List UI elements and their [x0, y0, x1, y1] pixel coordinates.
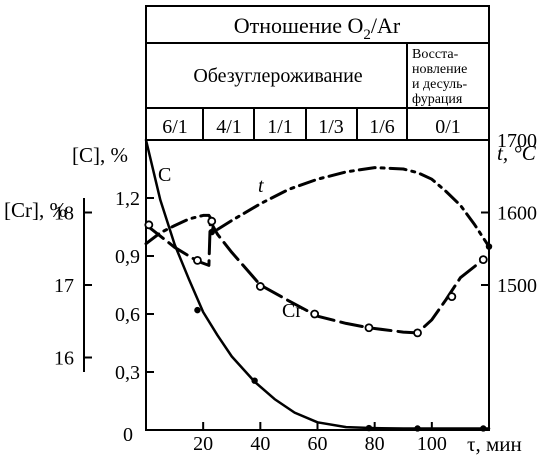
ratio-1-3: 1/3	[318, 116, 344, 138]
ratio-0-1: 0/1	[435, 116, 461, 138]
cr-tick-label: 16	[54, 348, 74, 370]
marker-t	[485, 243, 493, 250]
x-tick-label: 60	[308, 433, 328, 455]
marker-c	[365, 424, 373, 432]
markers-layer	[144, 216, 493, 432]
t-axis-label: t, °C	[497, 141, 537, 165]
series-label-t: t	[258, 175, 264, 197]
x-tick-label: 20	[193, 433, 213, 455]
ticks: 20 40 60 80 100 0,3 0,6 0,9 1,2 16 17 18 1500 1600 170…	[54, 130, 537, 455]
marker-cr	[413, 328, 422, 338]
marker-cr	[447, 292, 457, 302]
ratio-6-1: 6/1	[162, 116, 188, 138]
header-title: Отношение O2/Ar	[234, 13, 401, 43]
t-axis-label-text: t, °C	[497, 141, 537, 165]
marker-cr	[144, 220, 154, 230]
x-tick-label: 40	[250, 433, 270, 455]
cr-tick-label: 18	[54, 203, 74, 225]
t-tick-label: 1700	[497, 130, 537, 152]
marker-c	[414, 425, 421, 432]
c-tick-label: 0,3	[115, 362, 140, 384]
series-line-t	[144, 166, 491, 249]
marker-c	[194, 306, 201, 314]
marker-cr	[478, 255, 488, 265]
series-layer	[144, 138, 491, 430]
c-tick-label: 1,2	[115, 188, 140, 210]
c-tick-label: 0,9	[115, 246, 140, 268]
marker-cr	[207, 216, 217, 226]
marker-cr	[255, 282, 265, 291]
marker-cr	[193, 255, 202, 265]
marker-t	[208, 228, 215, 236]
stage-reduction-line-1: Восста-	[412, 47, 459, 62]
marker-cr	[310, 309, 320, 319]
c-zero-label: 0	[123, 424, 133, 446]
c-tick-label: 0,6	[115, 304, 140, 326]
stage-reduction-line-4: фурация	[412, 92, 463, 107]
cr-axis-label: [Cr], %	[4, 198, 67, 222]
cr-tick-label: 17	[54, 275, 74, 297]
series-line-cr	[144, 219, 485, 335]
series-line-c	[144, 138, 491, 430]
ratio-4-1: 4/1	[216, 116, 242, 138]
marker-c	[251, 377, 258, 384]
c-axis-label: [C], %	[72, 143, 128, 167]
ratio-1-6: 1/6	[369, 116, 395, 138]
x-tick-label: 100	[417, 433, 447, 455]
x-tick-label: 80	[365, 433, 385, 455]
stage-decarburization: Обезуглероживание	[193, 65, 362, 87]
x-axis-label: τ, мин	[467, 432, 522, 456]
series-label-cr: Cr	[282, 300, 302, 322]
marker-c	[480, 425, 487, 432]
stage-reduction-line-3: и десуль-	[412, 77, 467, 92]
plot-frame	[145, 139, 490, 431]
t-tick-label: 1500	[497, 275, 537, 297]
series-label-c: C	[158, 164, 171, 186]
ratio-1-1: 1/1	[267, 116, 293, 138]
stage-reduction-line-2: новление	[412, 62, 467, 77]
t-tick-label: 1600	[497, 203, 537, 225]
marker-cr	[364, 323, 374, 333]
